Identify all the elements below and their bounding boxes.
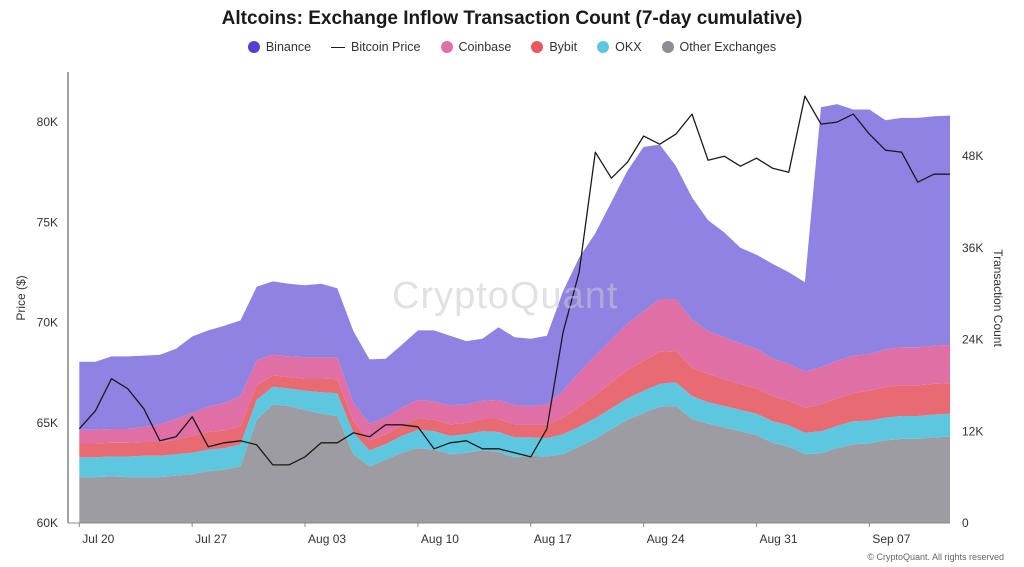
bitcoin-price-line <box>78 95 950 466</box>
y-left-tick-label: 75K <box>37 215 58 229</box>
x-tick-label: Aug 17 <box>534 532 572 546</box>
y-left-tick-label: 65K <box>37 416 58 430</box>
axes: 60K 65K 70K 75K 80K 0 12K 24K 36K 48K Jul 20 Jul 27… <box>14 72 1005 546</box>
legend-label-bybit: Bybit <box>549 40 578 54</box>
chart-title: Altcoins: Exchange Inflow Transaction Co… <box>221 8 803 29</box>
area-bybit <box>79 351 951 458</box>
legend-label-bitcoin-price: Bitcoin Price <box>351 40 421 54</box>
legend-item-okx[interactable]: OKX <box>597 40 642 54</box>
area-okx <box>79 382 951 478</box>
legend-label-binance: Binance <box>265 40 312 54</box>
legend-swatch-bybit <box>531 41 544 53</box>
x-tick-label: Aug 31 <box>760 532 798 546</box>
y-right-tick-label: 36K <box>962 241 983 255</box>
legend-swatch-binance <box>247 41 260 53</box>
area-other-exchanges <box>79 404 951 523</box>
legend-item-bybit[interactable]: Bybit <box>531 40 577 54</box>
copyright-notice: © CryptoQuant. All rights reserved <box>867 552 1004 562</box>
legend-item-bitcoin-price[interactable]: Bitcoin Price <box>331 40 421 54</box>
x-tick-label: Jul 27 <box>195 532 227 546</box>
legend-label-okx: OKX <box>615 40 642 54</box>
legend-item-coinbase[interactable]: Coinbase <box>440 40 512 54</box>
legend-item-binance[interactable]: Binance <box>247 40 312 54</box>
y-right-axis-title: Transaction Count <box>991 249 1005 347</box>
legend-swatch-okx <box>597 41 610 53</box>
chart-legend: Binance Bitcoin Price Coinbase Bybit OKX… <box>0 40 1024 54</box>
legend-item-other-exchanges[interactable]: Other Exchanges <box>661 40 777 54</box>
y-right-tick-label: 24K <box>962 333 983 347</box>
area-coinbase <box>79 299 951 444</box>
legend-label-coinbase: Coinbase <box>458 40 512 54</box>
y-left-tick-label: 80K <box>37 115 58 129</box>
legend-swatch-other-exchanges <box>661 41 674 53</box>
legend-swatch-coinbase <box>440 41 453 53</box>
price-line-layer <box>78 95 950 466</box>
y-right-tick-label: 48K <box>962 149 983 163</box>
y-left-axis-title: Price ($) <box>14 275 28 320</box>
y-left-tick-label: 60K <box>37 516 58 530</box>
legend-swatch-bitcoin-price <box>331 46 346 48</box>
y-left-tick-label: 70K <box>37 316 58 330</box>
stacked-areas <box>79 104 951 523</box>
x-tick-label: Aug 10 <box>421 532 459 546</box>
y-right-tick-label: 12K <box>962 424 983 438</box>
legend-label-other-exchanges: Other Exchanges <box>679 40 777 54</box>
x-tick-label: Jul 20 <box>82 532 114 546</box>
x-tick-label: Aug 24 <box>647 532 685 546</box>
area-binance <box>79 104 951 430</box>
y-right-tick-label: 0 <box>962 516 969 530</box>
x-tick-label: Aug 03 <box>308 532 346 546</box>
x-tick-label: Sep 07 <box>872 532 910 546</box>
